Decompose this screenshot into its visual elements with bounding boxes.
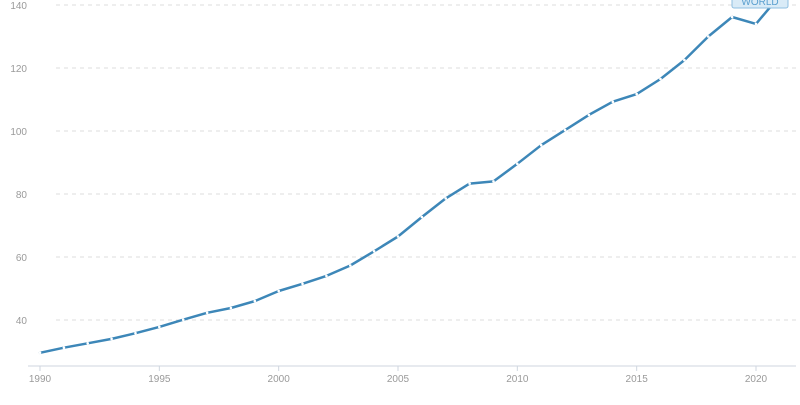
data-point-2000 [277, 289, 281, 293]
data-point-2007 [444, 197, 448, 200]
data-point-1997 [205, 311, 209, 315]
plot-area [38, 0, 778, 355]
data-point-2015 [635, 92, 638, 96]
data-point-2020 [754, 22, 758, 26]
data-point-1999 [253, 299, 257, 303]
y-tick-label-100: 100 [10, 127, 27, 138]
x-tick-label-1995: 1995 [148, 374, 171, 385]
gridlines [56, 4, 796, 321]
y-tick-label-140: 140 [10, 1, 27, 12]
data-point-2018 [707, 35, 710, 38]
y-axis: 40 60 80 100 120 140 [10, 1, 27, 327]
y-tick-label-40: 40 [16, 316, 28, 327]
data-point-2009 [492, 180, 495, 183]
data-point-2005 [396, 235, 400, 238]
series-tag: WORLD [731, 0, 789, 9]
data-point-1991 [62, 346, 66, 350]
x-tick-label-2015: 2015 [626, 374, 649, 385]
data-point-2006 [420, 215, 424, 219]
series-tag-box [731, 0, 789, 9]
data-point-2012 [563, 128, 567, 132]
data-point-2008 [468, 182, 471, 185]
data-point-2002 [325, 274, 328, 278]
x-tick-label-2005: 2005 [387, 374, 410, 385]
data-point-1998 [229, 306, 233, 310]
x-tick-label-2000: 2000 [268, 374, 291, 385]
data-point-2004 [372, 250, 376, 253]
data-point-1992 [86, 342, 89, 345]
y-tick-label-60: 60 [16, 253, 28, 264]
data-point-1995 [158, 325, 161, 329]
data-point-1996 [181, 318, 185, 322]
data-point-2013 [587, 113, 591, 117]
data-point-2017 [683, 58, 686, 62]
y-tick-label-120: 120 [10, 64, 27, 75]
data-point-2011 [539, 143, 543, 147]
data-point-2003 [349, 264, 352, 267]
y-tick-label-80: 80 [16, 190, 28, 201]
data-point-2010 [516, 162, 519, 166]
x-tick-label-2010: 2010 [506, 374, 529, 385]
data-point-1994 [134, 331, 137, 335]
data-point-2016 [659, 77, 662, 81]
data-point-2014 [611, 100, 615, 103]
x-axis: 1990 1995 2000 2005 2010 2015 2020 [28, 365, 796, 385]
data-point-2019 [730, 15, 734, 19]
series-line-0 [38, 0, 778, 355]
x-tick-label-2020: 2020 [745, 374, 768, 385]
data-point-2001 [301, 282, 304, 286]
series-tag-label: WORLD [741, 0, 778, 8]
data-point-1990 [38, 351, 42, 355]
x-tick-label-1990: 1990 [29, 374, 52, 385]
data-point-1993 [110, 337, 113, 341]
